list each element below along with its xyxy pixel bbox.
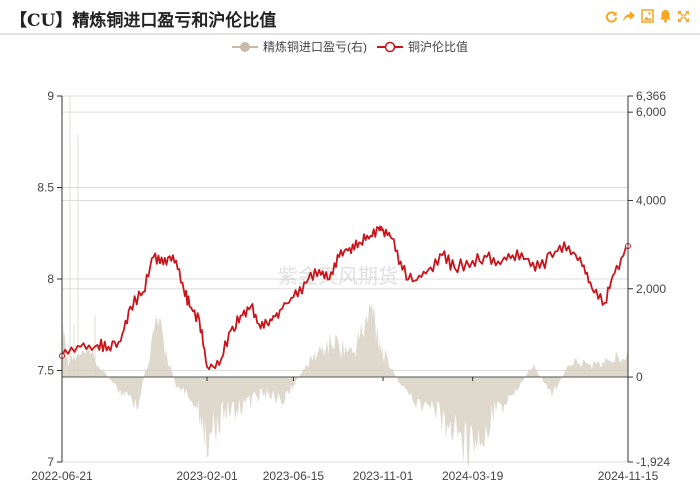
- save-image-icon[interactable]: [640, 9, 654, 23]
- import-profit-area: [62, 96, 628, 468]
- chart-title: 【CU】精炼铜进口盈亏和沪伦比值: [10, 11, 277, 31]
- share-icon[interactable]: [622, 9, 636, 23]
- svg-text:2,000: 2,000: [636, 282, 666, 296]
- legend-label-import-profit: 精炼铜进口盈亏(右): [262, 40, 367, 54]
- svg-text:2024-11-15: 2024-11-15: [598, 469, 659, 483]
- chart-toolbar: [604, 9, 690, 23]
- alert-bell-icon[interactable]: [658, 9, 672, 23]
- axes: 9 8.5 8 7.5 7 6,366 6,000 4,000 2,000 0 -1,924 2022…: [31, 89, 670, 483]
- svg-text:2022-06-21: 2022-06-21: [31, 469, 93, 483]
- svg-text:2023-02-01: 2023-02-01: [176, 469, 238, 483]
- legend-label-ratio: 铜沪伦比值: [407, 40, 468, 54]
- svg-text:9: 9: [47, 89, 54, 103]
- watermark: 紫金天风期货: [278, 264, 398, 288]
- svg-text:2024-03-19: 2024-03-19: [442, 469, 504, 483]
- svg-text:-1,924: -1,924: [636, 455, 670, 469]
- svg-text:7.5: 7.5: [37, 364, 54, 378]
- svg-text:6,366: 6,366: [636, 89, 666, 103]
- svg-text:7: 7: [47, 455, 54, 469]
- fullscreen-icon[interactable]: [676, 9, 690, 23]
- svg-text:8: 8: [47, 272, 54, 286]
- svg-text:0: 0: [636, 370, 643, 384]
- ratio-line: [59, 225, 631, 371]
- svg-text:2023-06-15: 2023-06-15: [263, 469, 325, 483]
- legend-item-import-profit[interactable]: 精炼铜进口盈亏(右): [231, 38, 367, 55]
- legend-line-marker-icon: [376, 41, 403, 52]
- svg-text:2023-11-01: 2023-11-01: [353, 469, 414, 483]
- chart-legend: 精炼铜进口盈亏(右) 铜沪伦比值: [0, 38, 700, 55]
- legend-area-marker-icon: [231, 41, 258, 52]
- svg-text:6,000: 6,000: [636, 105, 666, 119]
- refresh-icon[interactable]: [604, 9, 618, 23]
- svg-text:8.5: 8.5: [37, 181, 54, 195]
- header-divider: [0, 33, 700, 35]
- legend-item-ratio[interactable]: 铜沪伦比值: [376, 38, 468, 55]
- svg-text:4,000: 4,000: [636, 193, 666, 207]
